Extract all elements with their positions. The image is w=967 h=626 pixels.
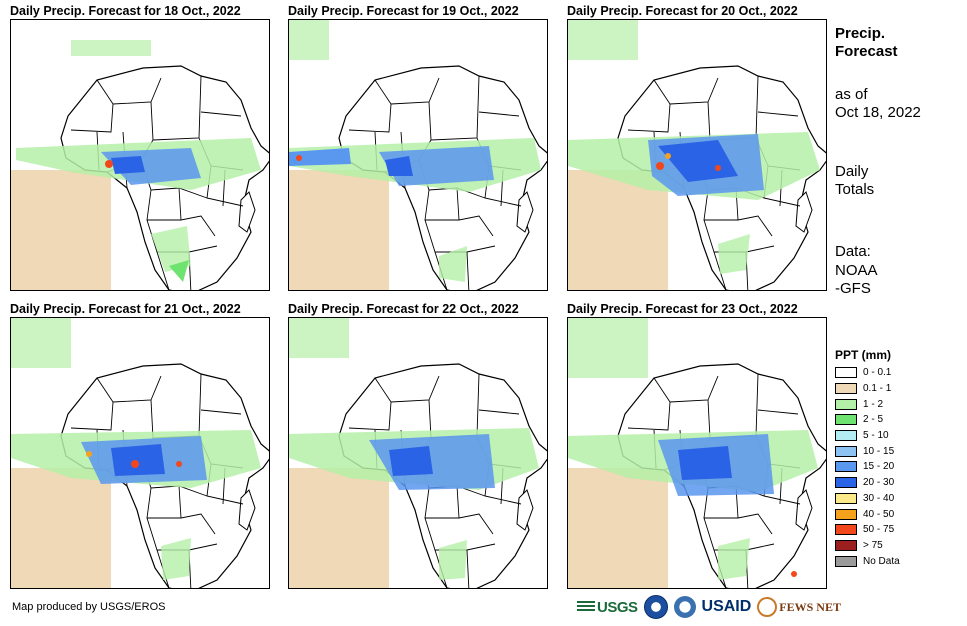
legend-label: 1 - 2 (863, 398, 884, 410)
precip-map (10, 317, 270, 589)
legend-row: 15 - 20 (835, 459, 945, 475)
legend-swatch (835, 430, 857, 442)
legend-row: 40 - 50 (835, 506, 945, 522)
legend-label: 0.1 - 1 (863, 383, 892, 395)
legend-swatch (835, 508, 857, 520)
legend-row: No Data (835, 553, 945, 569)
forecast-panel-23: Daily Precip. Forecast for 23 Oct., 2022 (567, 301, 827, 589)
legend-title: PPT (mm) (835, 348, 892, 362)
panel-title: Daily Precip. Forecast for 21 Oct., 2022 (10, 302, 241, 316)
precip-map (567, 19, 827, 291)
legend-row: 20 - 30 (835, 475, 945, 491)
legend-row: 2 - 5 (835, 412, 945, 428)
panel-title: Daily Precip. Forecast for 20 Oct., 2022 (567, 4, 798, 18)
legend-row: 1 - 2 (835, 396, 945, 412)
panel-title: Daily Precip. Forecast for 23 Oct., 2022 (567, 302, 798, 316)
as-of-date: Oct 18, 2022 (835, 104, 921, 121)
legend-swatch (835, 539, 857, 551)
legend-swatch (835, 383, 857, 395)
legend-swatch (835, 477, 857, 489)
forecast-panel-18: Daily Precip. Forecast for 18 Oct., 2022 (10, 3, 270, 291)
legend-row: 5 - 10 (835, 428, 945, 444)
usgs-logo: USGS (577, 599, 638, 616)
legend-row: > 75 (835, 538, 945, 554)
legend-row: 0 - 0.1 (835, 365, 945, 381)
legend-label: 30 - 40 (863, 492, 895, 504)
panel-title: Daily Precip. Forecast for 18 Oct., 2022 (10, 4, 241, 18)
legend-label: 15 - 20 (863, 461, 895, 473)
forecast-panel-20: Daily Precip. Forecast for 20 Oct., 2022 (567, 3, 827, 291)
precip-map (10, 19, 270, 291)
usgs-wave-icon (577, 601, 595, 613)
precip-map (567, 317, 827, 589)
forecast-panel-19: Daily Precip. Forecast for 19 Oct., 2022 (288, 3, 548, 291)
legend-swatch (835, 367, 857, 379)
legend-swatch (835, 461, 857, 473)
legend-label: 40 - 50 (863, 508, 895, 520)
legend-label: No Data (863, 555, 900, 567)
legend-label: 0 - 0.1 (863, 367, 892, 379)
legend-swatch (835, 398, 857, 410)
credit-text: Map produced by USGS/EROS (12, 601, 166, 613)
legend-swatch (835, 555, 857, 567)
legend-label: 50 - 75 (863, 524, 895, 536)
precip-map (288, 19, 548, 291)
as-of-label: as of (835, 86, 868, 103)
legend-swatch (835, 492, 857, 504)
legend-label: 2 - 5 (863, 414, 884, 426)
precip-map (288, 317, 548, 589)
side-title: Precip. Forecast (835, 25, 898, 60)
usaid-seal-icon (673, 596, 696, 618)
legend-row: 0.1 - 1 (835, 381, 945, 397)
panel-title: Daily Precip. Forecast for 22 Oct., 2022 (288, 302, 519, 316)
totals-label: Daily Totals (835, 163, 875, 198)
fews-globe-icon (757, 597, 778, 617)
legend-label: 5 - 10 (863, 430, 889, 442)
legend-label: 20 - 30 (863, 477, 895, 489)
legend-swatch (835, 524, 857, 536)
panel-title: Daily Precip. Forecast for 19 Oct., 2022 (288, 4, 519, 18)
usaid-logo: USAID (701, 598, 752, 615)
legend-row: 50 - 75 (835, 522, 945, 538)
data-source: NOAA-GFS (835, 262, 878, 297)
legend: PPT (mm) 0 - 0.1 0.1 - 1 1 - 2 2 - 5 5 - 10 1… (835, 347, 945, 569)
legend-swatch (835, 414, 857, 426)
fews-net-logo: FEWS NET (757, 597, 841, 617)
legend-label: > 75 (863, 539, 883, 551)
legend-label: 10 - 15 (863, 445, 895, 457)
noaa-logo-icon (643, 595, 668, 619)
forecast-panel-21: Daily Precip. Forecast for 21 Oct., 2022 (10, 301, 270, 589)
data-label: Data: (835, 243, 871, 260)
legend-row: 30 - 40 (835, 491, 945, 507)
logo-bar: USGS USAID FEWS NET (577, 594, 841, 620)
legend-swatch (835, 445, 857, 457)
forecast-panel-22: Daily Precip. Forecast for 22 Oct., 2022 (288, 301, 548, 589)
legend-row: 10 - 15 (835, 443, 945, 459)
